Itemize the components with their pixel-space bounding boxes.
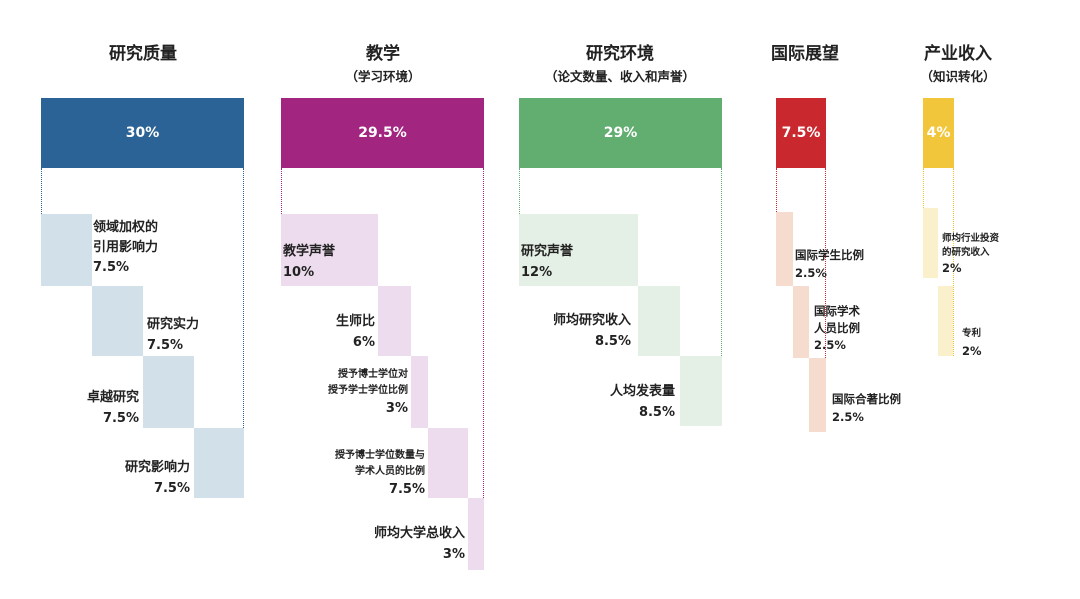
indicator-block bbox=[938, 286, 953, 356]
indicator-name: 国际学生比例 bbox=[795, 248, 864, 262]
indicator-label: 教学声誉 10% bbox=[283, 241, 335, 283]
indicator-block bbox=[194, 428, 244, 498]
indicator-label: 生师比 6% bbox=[336, 311, 375, 353]
dotted-outline bbox=[483, 168, 484, 570]
weight-bar-research-quality: 30% bbox=[41, 98, 244, 168]
indicator-value: 7.5% bbox=[388, 482, 425, 497]
indicator-value: 8.5% bbox=[638, 405, 675, 420]
indicator-block bbox=[143, 356, 194, 428]
indicator-block bbox=[923, 208, 938, 278]
indicator-name: 国际学术 人员比例 bbox=[814, 304, 860, 335]
column-heading-industry-income: 产业收入 （知识转化） bbox=[898, 43, 1018, 86]
indicator-name: 国际合著比例 bbox=[832, 392, 901, 406]
indicator-value: 7.5% bbox=[147, 338, 184, 353]
indicator-value: 12% bbox=[521, 265, 553, 280]
indicator-name: 研究实力 bbox=[147, 317, 200, 332]
indicator-value: 2% bbox=[942, 261, 962, 275]
weight-bar-teaching: 29.5% bbox=[281, 98, 484, 168]
column-title: 教学 bbox=[366, 44, 400, 64]
indicator-value: 3% bbox=[385, 401, 408, 416]
dotted-outline bbox=[825, 168, 826, 432]
indicator-value: 2.5% bbox=[814, 338, 846, 352]
column-title: 研究质量 bbox=[109, 44, 177, 64]
weight-bar-research-environment: 29% bbox=[519, 98, 722, 168]
indicator-name: 师均行业投资 的研究收入 bbox=[942, 233, 1000, 258]
indicator-label: 国际学生比例 2.5% bbox=[795, 246, 864, 282]
indicator-block bbox=[281, 214, 378, 286]
indicator-label: 研究声誉 12% bbox=[521, 241, 573, 283]
indicator-name: 教学声誉 bbox=[283, 244, 336, 259]
indicator-block bbox=[92, 286, 143, 356]
indicator-value: 10% bbox=[283, 265, 315, 280]
weight-bar-international-outlook: 7.5% bbox=[776, 98, 826, 168]
column-title: 产业收入 bbox=[924, 44, 992, 64]
indicator-name: 师均大学总收入 bbox=[373, 526, 465, 541]
weight-value: 30% bbox=[125, 125, 160, 141]
indicator-name: 师均研究收入 bbox=[552, 313, 631, 328]
column-heading-research-environment: 研究环境 （论文数量、收入和声誉） bbox=[510, 43, 730, 86]
indicator-label: 师均大学总收入 3% bbox=[374, 523, 465, 565]
indicator-label: 师均行业投资 的研究收入 2% bbox=[942, 232, 999, 277]
column-heading-teaching: 教学 （学习环境） bbox=[303, 43, 463, 86]
indicator-label: 师均研究收入 8.5% bbox=[553, 310, 631, 352]
indicator-label: 领域加权的 引用影响力 7.5% bbox=[93, 218, 158, 278]
indicator-value: 2% bbox=[962, 344, 982, 358]
indicator-name: 授予博士学位数量与 学术人员的比例 bbox=[335, 450, 425, 477]
column-title: 研究环境 bbox=[586, 44, 654, 64]
indicator-value: 6% bbox=[352, 335, 375, 350]
indicator-block bbox=[776, 212, 793, 286]
weight-value: 4% bbox=[926, 125, 951, 141]
indicator-label: 授予博士学位数量与 学术人员的比例 7.5% bbox=[335, 448, 425, 499]
column-heading-international-outlook: 国际展望 bbox=[750, 43, 860, 65]
column-heading-research-quality: 研究质量 bbox=[73, 43, 213, 65]
indicator-label: 人均发表量 8.5% bbox=[610, 381, 675, 423]
indicator-name: 卓越研究 bbox=[86, 390, 139, 405]
indicator-value: 7.5% bbox=[153, 481, 190, 496]
indicator-block bbox=[793, 286, 809, 358]
indicator-label: 卓越研究 7.5% bbox=[87, 387, 139, 429]
weight-value: 7.5% bbox=[781, 125, 821, 141]
indicator-value: 7.5% bbox=[102, 411, 139, 426]
dotted-outline bbox=[953, 168, 954, 356]
indicator-value: 2.5% bbox=[832, 410, 864, 424]
indicator-label: 研究实力 7.5% bbox=[147, 314, 199, 356]
indicator-block bbox=[378, 286, 411, 356]
indicator-label: 国际学术 人员比例 2.5% bbox=[814, 303, 860, 354]
indicator-label: 专利 2% bbox=[962, 326, 982, 360]
indicator-label: 国际合著比例 2.5% bbox=[832, 390, 901, 426]
indicator-block bbox=[809, 358, 826, 432]
indicator-block bbox=[428, 428, 468, 498]
indicator-label: 授予博士学位对 授予学士学位比例 3% bbox=[328, 367, 408, 418]
indicator-name: 人均发表量 bbox=[609, 384, 675, 399]
indicator-value: 8.5% bbox=[594, 334, 631, 349]
column-subtitle: （论文数量、收入和声誉） bbox=[544, 69, 695, 84]
indicator-block bbox=[468, 498, 484, 570]
dotted-outline bbox=[243, 168, 244, 498]
indicator-name: 领域加权的 引用影响力 bbox=[93, 220, 159, 255]
indicator-value: 7.5% bbox=[93, 260, 130, 275]
indicator-block bbox=[638, 286, 680, 356]
indicator-label: 研究影响力 7.5% bbox=[125, 457, 190, 499]
indicator-block bbox=[41, 214, 92, 286]
column-subtitle: （知识转化） bbox=[920, 69, 996, 84]
indicator-block bbox=[680, 356, 722, 426]
weight-value: 29.5% bbox=[358, 125, 407, 141]
column-title: 国际展望 bbox=[771, 44, 839, 64]
indicator-name: 研究声誉 bbox=[521, 244, 574, 259]
indicator-block bbox=[519, 214, 638, 286]
indicator-value: 2.5% bbox=[795, 266, 827, 280]
indicator-name: 生师比 bbox=[335, 314, 375, 329]
weight-bar-industry-income: 4% bbox=[923, 98, 954, 168]
indicator-name: 专利 bbox=[962, 328, 982, 339]
indicator-value: 3% bbox=[442, 547, 465, 562]
indicator-name: 研究影响力 bbox=[124, 460, 190, 475]
weight-value: 29% bbox=[603, 125, 638, 141]
column-subtitle: （学习环境） bbox=[345, 69, 421, 84]
indicator-name: 授予博士学位对 授予学士学位比例 bbox=[328, 369, 408, 396]
dotted-outline bbox=[721, 168, 722, 426]
indicator-block bbox=[411, 356, 428, 428]
